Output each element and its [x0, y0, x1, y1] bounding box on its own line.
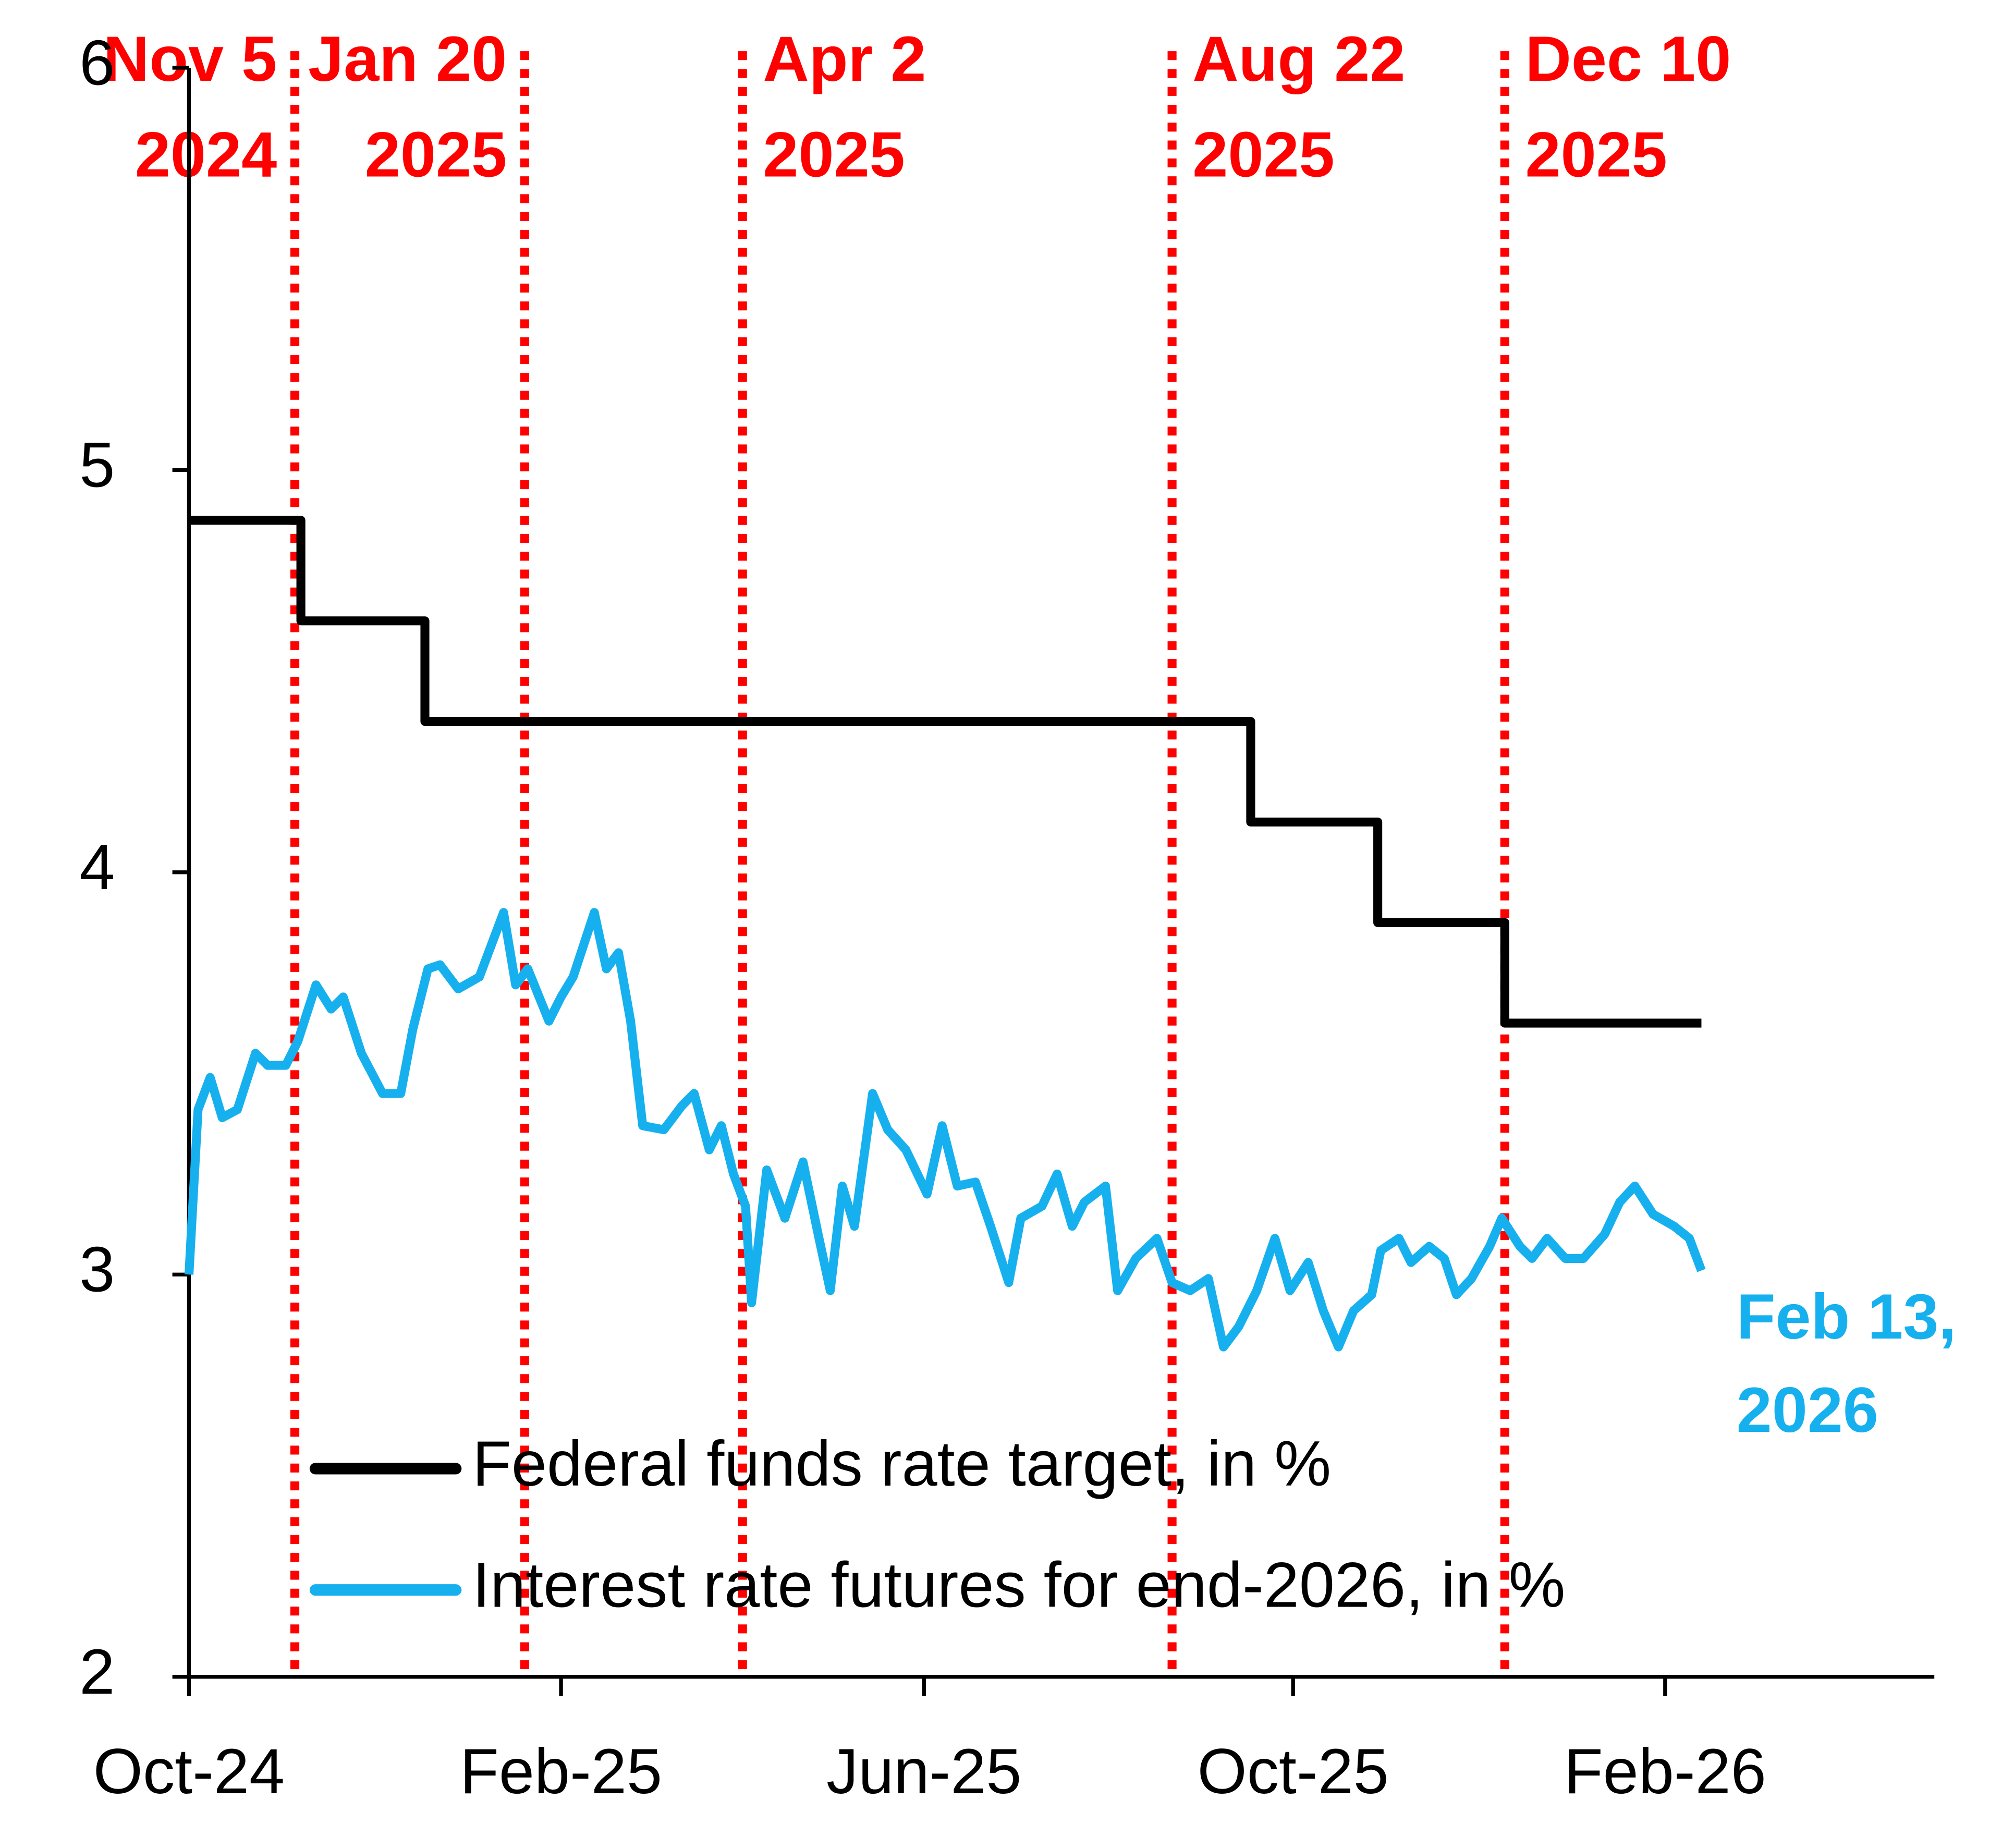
event-label: Jan 20: [308, 23, 507, 94]
legend-label: Federal funds rate target, in %: [472, 1428, 1331, 1499]
end-label: 2026: [1737, 1374, 1878, 1445]
series-line: [189, 516, 1702, 1028]
event-label: 2025: [1525, 119, 1667, 190]
legend-label: Interest rate futures for end-2026, in %: [472, 1549, 1565, 1620]
y-tick-label: 3: [79, 1234, 115, 1305]
x-tick-label: Jun-25: [826, 1735, 1021, 1807]
event-label: Dec 10: [1525, 23, 1731, 94]
x-tick-label: Oct-25: [1197, 1735, 1388, 1807]
event-label: Apr 2: [763, 23, 926, 94]
x-tick-label: Feb-26: [1564, 1735, 1766, 1807]
x-tick-label: Feb-25: [460, 1735, 662, 1807]
event-label: 2025: [365, 119, 507, 190]
y-tick-label: 5: [79, 429, 115, 501]
y-tick-label: 4: [79, 831, 115, 903]
y-tick-label: 2: [79, 1636, 115, 1707]
series-line: [184, 908, 1706, 1352]
y-tick-label: 6: [79, 27, 115, 98]
event-label: 2025: [763, 119, 905, 190]
event-label: 2024: [135, 119, 277, 190]
x-tick-label: Oct-24: [93, 1735, 285, 1807]
end-label: Feb 13,: [1737, 1281, 1957, 1352]
event-label: Aug 22: [1192, 23, 1405, 94]
event-label: 2025: [1192, 119, 1334, 190]
